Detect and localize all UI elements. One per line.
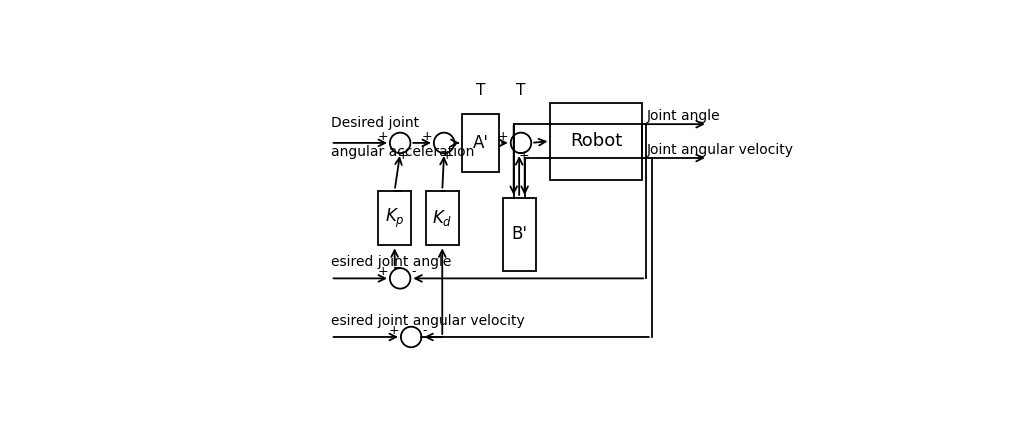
Text: B': B' [512, 226, 527, 244]
Text: Joint angle: Joint angle [646, 110, 720, 124]
Text: +: + [498, 130, 509, 143]
Bar [378, 190, 411, 245]
Text: -: - [422, 324, 426, 337]
Text: +: + [398, 149, 408, 162]
Bar [502, 198, 536, 271]
Text: A': A' [473, 134, 488, 152]
Bar [462, 113, 499, 172]
Text: esired joint angular velocity: esired joint angular velocity [331, 314, 525, 328]
Text: +: + [388, 324, 399, 337]
Text: Robot: Robot [570, 132, 622, 150]
Text: Desired joint: Desired joint [331, 116, 419, 130]
Text: $K_d$: $K_d$ [433, 208, 453, 228]
Text: $K_p$: $K_p$ [385, 206, 404, 229]
Text: +: + [519, 149, 529, 162]
Text: Joint angular velocity: Joint angular velocity [646, 143, 793, 158]
Text: +: + [377, 130, 388, 143]
Text: angular acceleration: angular acceleration [331, 146, 475, 159]
Bar [550, 103, 642, 179]
Text: esired joint angle: esired joint angle [331, 255, 452, 269]
Text: +: + [421, 130, 432, 143]
Text: T: T [517, 83, 526, 98]
Bar [425, 190, 459, 245]
Text: +: + [442, 149, 453, 162]
Text: +: + [377, 265, 388, 279]
Text: T: T [476, 83, 485, 98]
Text: -: - [411, 265, 415, 279]
